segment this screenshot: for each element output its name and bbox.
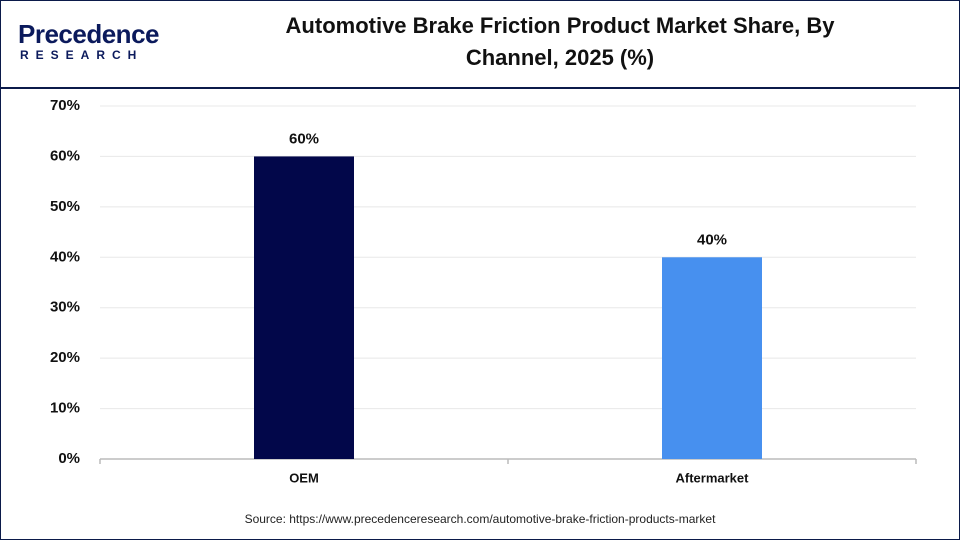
value-label: 40% — [697, 231, 727, 248]
logo-tagline: RESEARCH — [20, 48, 144, 62]
bar — [254, 156, 354, 459]
y-tick-label: 70% — [50, 97, 80, 114]
logo-name: Precedence — [18, 19, 159, 49]
y-tick-label: 10% — [50, 400, 80, 417]
source: Source: https://www.precedenceresearch.c… — [245, 512, 717, 526]
bar — [662, 257, 762, 459]
y-tick-label: 40% — [50, 248, 80, 265]
value-label: 60% — [289, 130, 319, 147]
y-tick-label: 50% — [50, 198, 80, 215]
x-tick-label: OEM — [289, 470, 319, 485]
y-tick-label: 60% — [50, 147, 80, 164]
y-tick-label: 20% — [50, 349, 80, 366]
y-tick-label: 0% — [58, 450, 80, 467]
y-tick-label: 30% — [50, 299, 80, 316]
x-tick-label: Aftermarket — [676, 470, 750, 485]
header-rule — [0, 87, 960, 89]
chart-title: Automotive Brake Friction Product Market… — [285, 13, 835, 70]
